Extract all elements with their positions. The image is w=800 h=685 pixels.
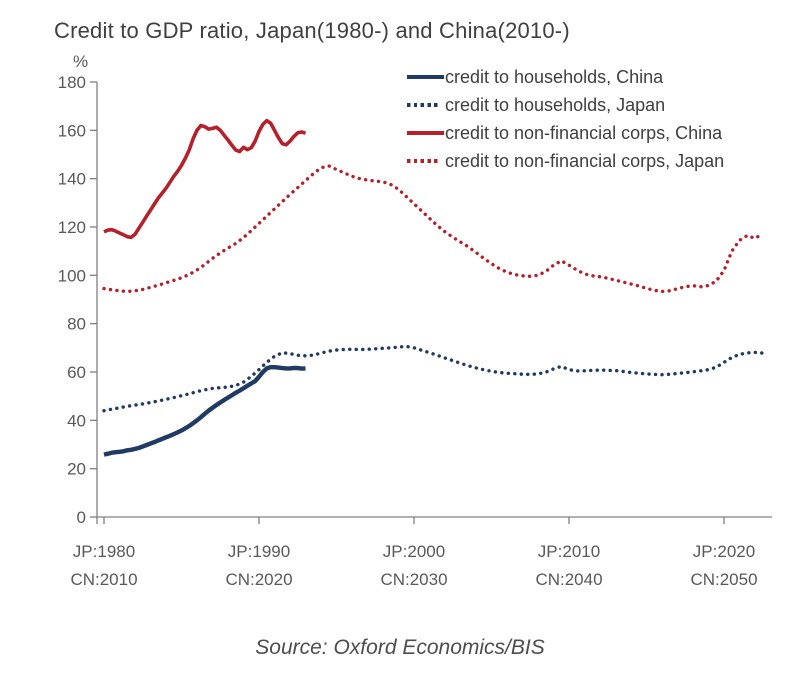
y-axis-unit-label: % bbox=[73, 52, 89, 71]
x-tick-label-jp: JP:1990 bbox=[228, 542, 290, 561]
legend-label-china-hh: credit to households, China bbox=[445, 66, 664, 87]
y-tick-label: 20 bbox=[67, 460, 86, 479]
x-tick-label-jp: JP:2010 bbox=[538, 542, 600, 561]
x-tick-label-cn: CN:2040 bbox=[535, 570, 602, 589]
legend-marker-dotted-japan-hh bbox=[407, 103, 441, 107]
y-tick-label: 80 bbox=[67, 315, 86, 334]
x-tick-label-jp: JP:2020 bbox=[693, 542, 755, 561]
legend-item-china-nfc: credit to non-financial corps, China bbox=[407, 119, 724, 147]
series-line-china-hh bbox=[103, 365, 306, 457]
legend-marker-solid-china-nfc bbox=[407, 131, 444, 135]
legend-marker-solid-china-hh bbox=[407, 75, 444, 79]
y-tick-label: 140 bbox=[58, 170, 86, 189]
x-tick-label-cn: CN:2030 bbox=[380, 570, 447, 589]
legend-item-japan-nfc: credit to non-financial corps, Japan bbox=[407, 147, 724, 175]
legend-label-japan-nfc: credit to non-financial corps, Japan bbox=[445, 150, 725, 171]
y-tick-label: 40 bbox=[67, 411, 86, 430]
y-tick-label: 180 bbox=[58, 73, 86, 92]
y-tick-label: 100 bbox=[58, 266, 86, 285]
source-note: Source: Oxford Economics/BIS bbox=[255, 636, 545, 659]
legend-marker-dotted-japan-nfc bbox=[407, 159, 441, 163]
series-line-china-nfc bbox=[103, 118, 307, 240]
series-line-japan-nfc bbox=[102, 164, 765, 294]
chart-title: Credit to GDP ratio, Japan(1980-) and Ch… bbox=[54, 18, 570, 43]
legend-item-japan-hh: credit to households, Japan bbox=[407, 91, 724, 119]
legend-item-china-hh: credit to households, China bbox=[407, 63, 724, 91]
axis-lines bbox=[96, 82, 772, 524]
series-line-japan-hh bbox=[102, 344, 765, 413]
x-tick-label-cn: CN:2050 bbox=[690, 570, 757, 589]
y-tick-label: 0 bbox=[77, 508, 86, 527]
x-tick-label-jp: JP:2000 bbox=[383, 542, 445, 561]
legend-label-japan-hh: credit to households, Japan bbox=[445, 94, 666, 115]
y-tick-label: 60 bbox=[67, 363, 86, 382]
x-tick-label-cn: CN:2010 bbox=[70, 570, 137, 589]
y-tick-label: 160 bbox=[58, 121, 86, 140]
x-tick-label-jp: JP:1980 bbox=[73, 542, 135, 561]
legend: credit to households, China credit to hou… bbox=[407, 63, 724, 175]
legend-label-china-nfc: credit to non-financial corps, China bbox=[445, 122, 723, 143]
x-tick-label-cn: CN:2020 bbox=[225, 570, 292, 589]
y-tick-label: 120 bbox=[58, 218, 86, 237]
